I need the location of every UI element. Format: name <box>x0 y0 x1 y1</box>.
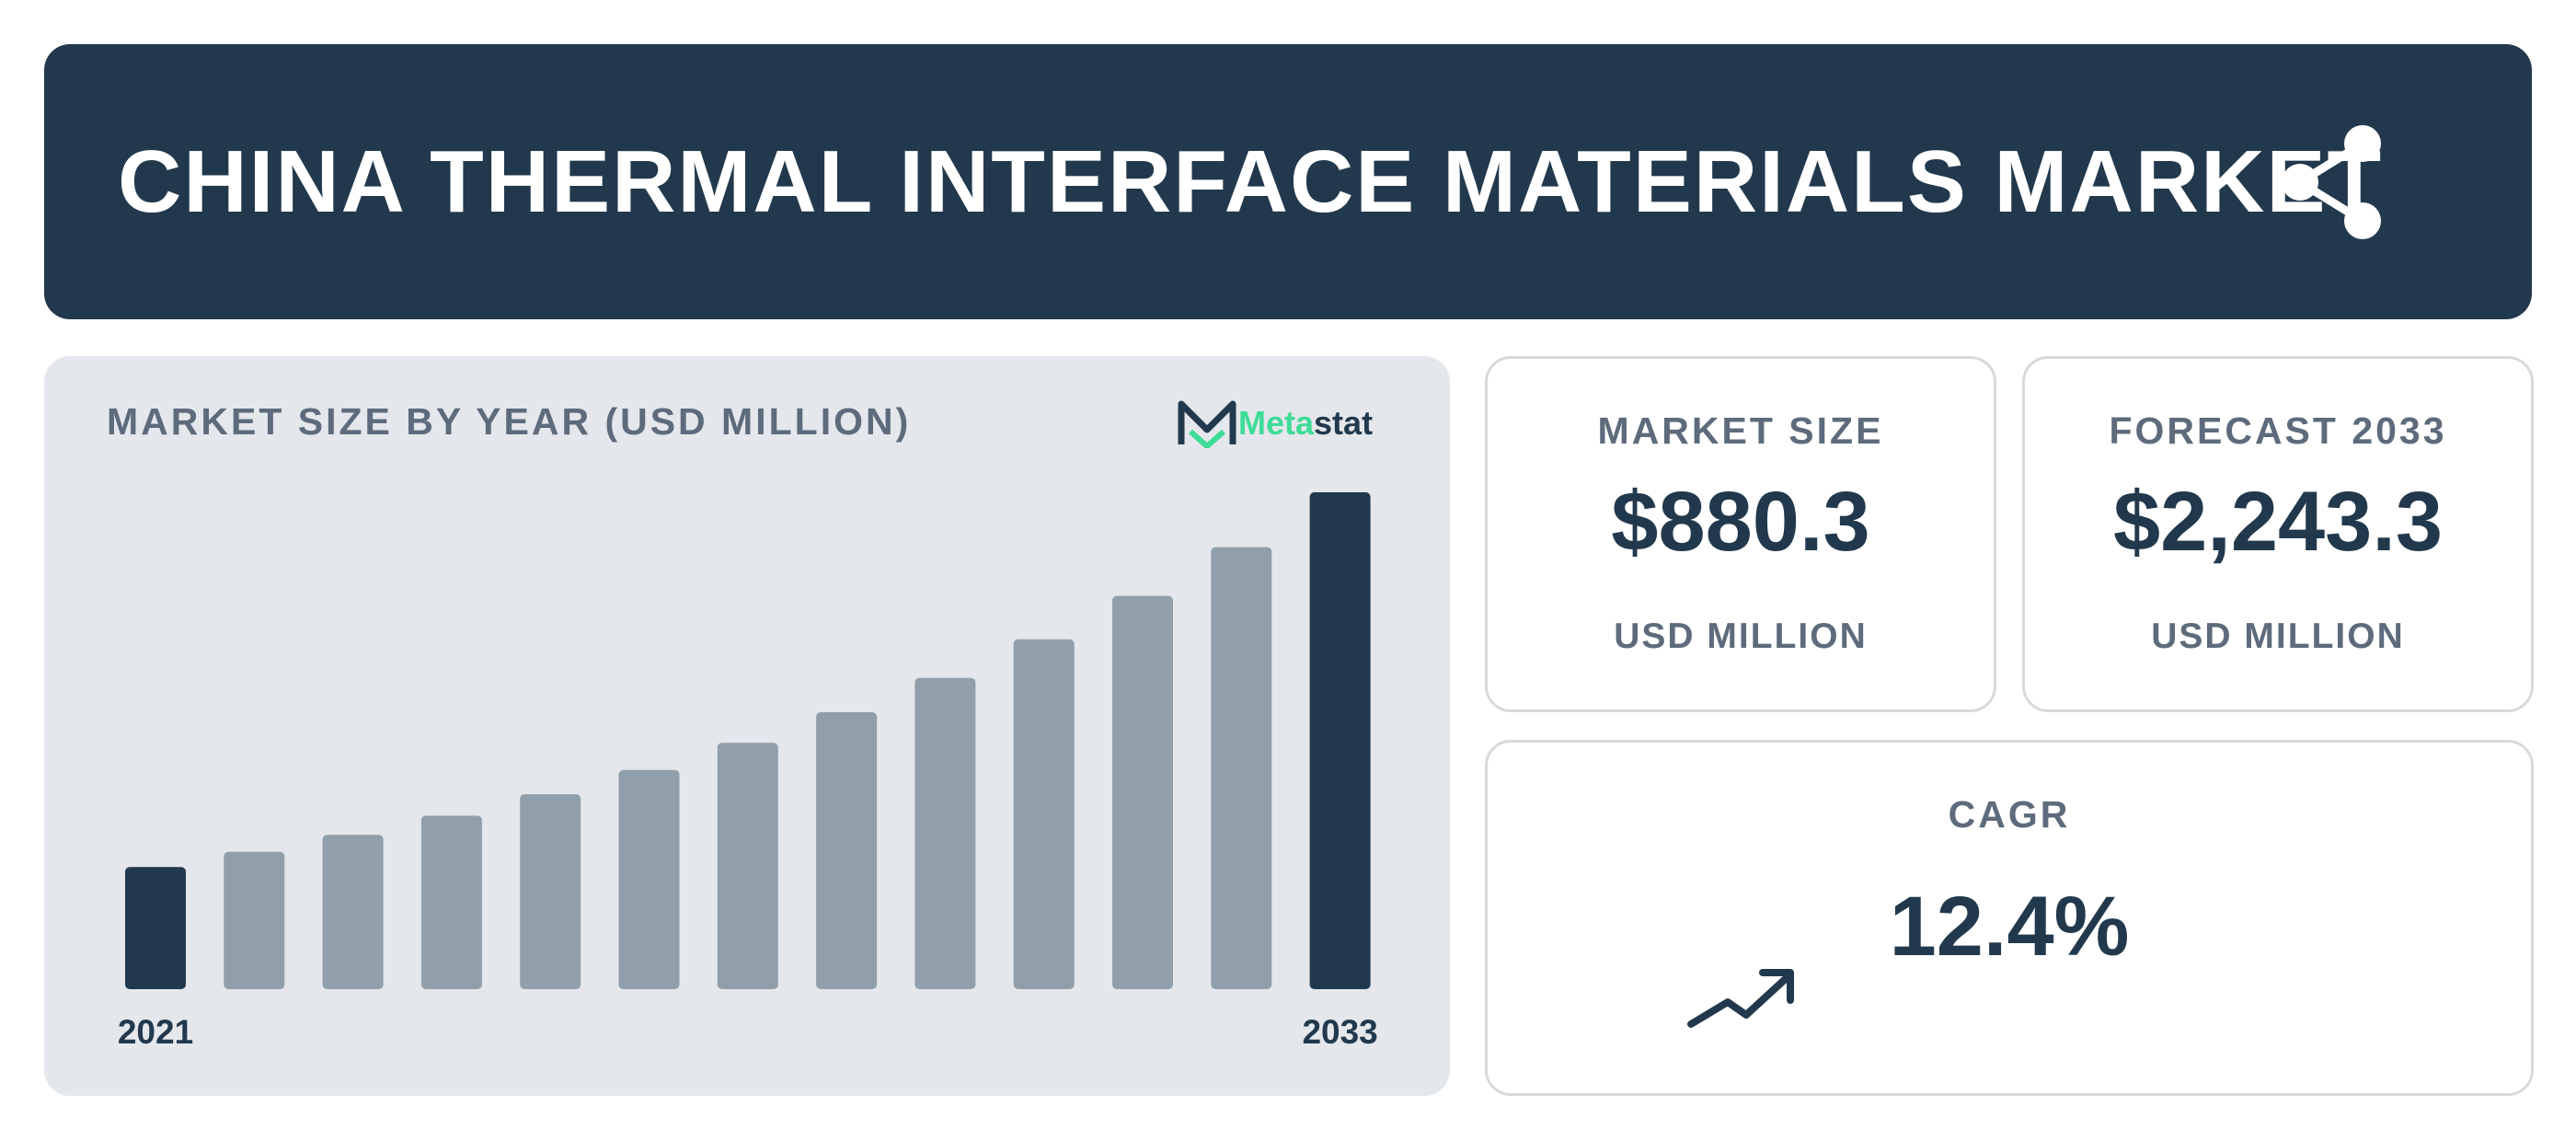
logo-text-part1: Meta <box>1238 404 1315 442</box>
market-size-label: MARKET SIZE <box>1597 409 1884 452</box>
forecast-value: $2,243.3 <box>2112 475 2444 569</box>
bar-2025 <box>520 794 581 989</box>
bar-2032 <box>1211 547 1272 989</box>
bar-2033 <box>1309 492 1371 989</box>
bar-2021 <box>125 867 186 989</box>
cagr-label: CAGR <box>1948 793 2071 836</box>
logo-text: Metastat <box>1238 404 1373 443</box>
share-icon[interactable] <box>2278 121 2396 243</box>
forecast-card: FORECAST 2033 $2,243.3 USD MILLION <box>2022 356 2534 712</box>
bar-2030 <box>1013 639 1075 989</box>
header-banner: CHINA THERMAL INTERFACE MATERIALS MARKET <box>44 44 2532 319</box>
bar-chart: 2021 2033 <box>118 492 1378 1051</box>
bar-2024 <box>420 815 482 989</box>
metastat-logo: Metastat <box>1178 397 1373 450</box>
cagr-value: 12.4% <box>1889 880 2130 974</box>
x-tick-label-2033: 2033 <box>1302 1013 1377 1051</box>
bar-2022 <box>224 851 285 989</box>
logo-text-part2: stat <box>1314 404 1374 442</box>
chart-panel: MARKET SIZE BY YEAR (USD MILLION) Metast… <box>44 356 1450 1096</box>
bar-2029 <box>914 677 976 989</box>
bar-2023 <box>322 835 384 989</box>
market-size-card: MARKET SIZE $880.3 USD MILLION <box>1485 356 1996 712</box>
cagr-card: CAGR 12.4% <box>1485 740 2534 1096</box>
forecast-label: FORECAST 2033 <box>2109 409 2447 452</box>
trend-up-icon <box>1687 969 1794 1028</box>
bar-2031 <box>1112 595 1173 989</box>
market-size-value: $880.3 <box>1611 475 1870 569</box>
bar-2026 <box>618 769 680 989</box>
chart-title: MARKET SIZE BY YEAR (USD MILLION) <box>107 400 912 443</box>
forecast-unit: USD MILLION <box>2151 617 2405 656</box>
x-tick-label-2021: 2021 <box>118 1013 193 1051</box>
market-size-unit: USD MILLION <box>1614 617 1868 656</box>
metastat-logo-mark <box>1178 400 1236 448</box>
bar-2028 <box>816 712 878 989</box>
page-title: CHINA THERMAL INTERFACE MATERIALS MARKET <box>118 133 2384 231</box>
bar-2027 <box>717 743 778 989</box>
